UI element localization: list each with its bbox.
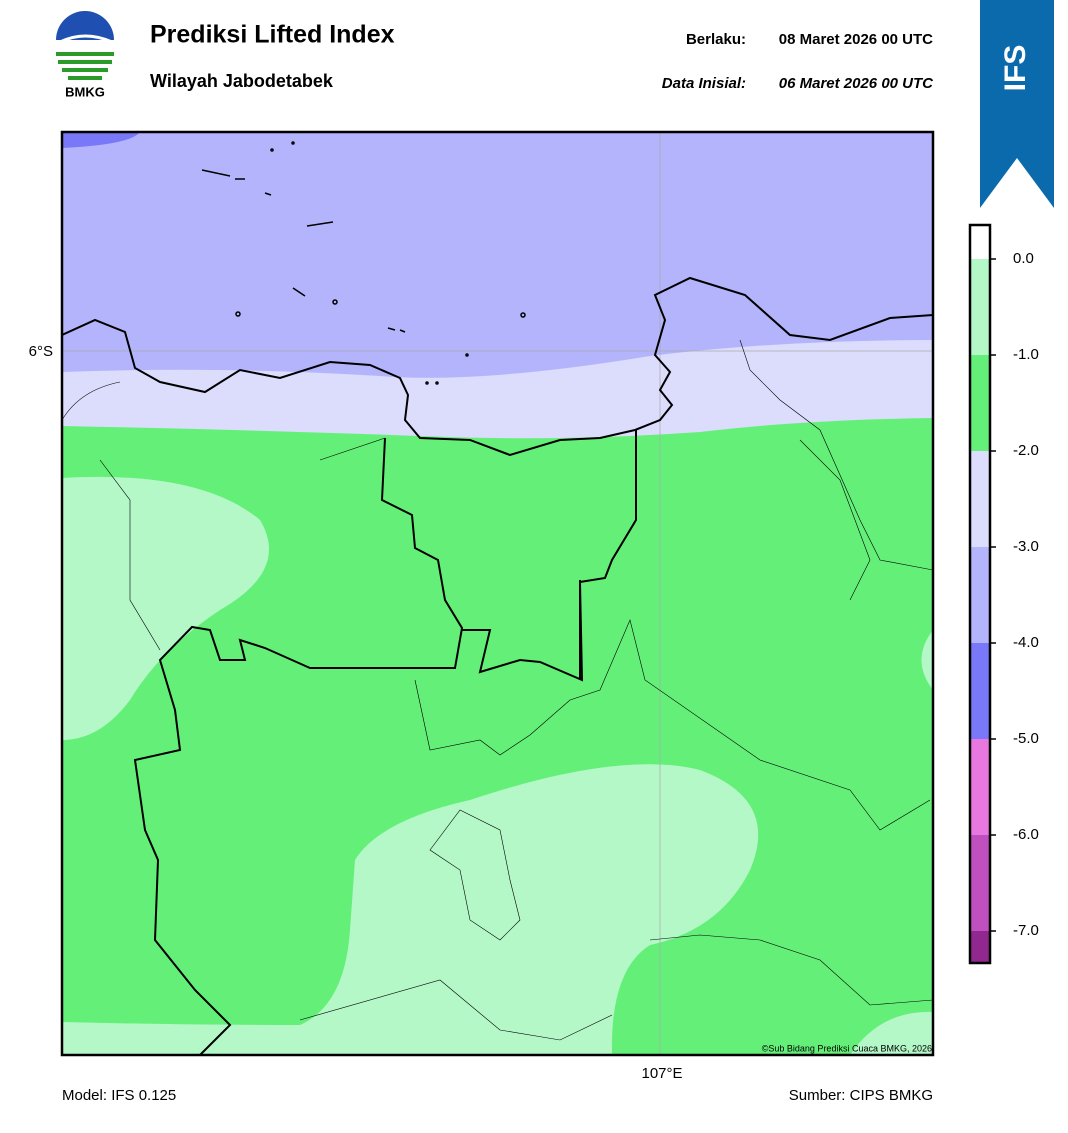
- model: Model: IFS 0.125: [62, 1087, 176, 1104]
- colorbar: 0.0 -1.0 -2.0 -3.0 -4.0 -5.0 -6.0 -7.0: [968, 223, 1039, 965]
- colorbar-segment: [970, 547, 990, 643]
- init-label: Data Inisial:: [662, 75, 746, 92]
- colorbar-segment: [970, 259, 990, 355]
- lon-label: 107°E: [641, 1065, 682, 1082]
- init-time: 06 Maret 2026 00 UTC: [779, 75, 934, 92]
- colorbar-segment: [970, 355, 990, 451]
- valid-time: 08 Maret 2026 00 UTC: [779, 31, 933, 48]
- colorbar-segment: [970, 643, 990, 739]
- subtitle: Wilayah Jabodetabek: [150, 71, 334, 91]
- lat-label: 6°S: [29, 343, 53, 360]
- source: Sumber: CIPS BMKG: [789, 1087, 933, 1104]
- map: ©Sub Bidang Prediksi Cuaca BMKG, 2026: [62, 132, 933, 1055]
- colorbar-tick-label: -3.0: [1013, 538, 1039, 555]
- colorbar-segment: [970, 451, 990, 547]
- valid-label: Berlaku:: [686, 31, 746, 48]
- colorbar-tick-label: -1.0: [1013, 346, 1039, 363]
- logo-text: BMKG: [65, 84, 105, 99]
- colorbar-segment: [970, 225, 990, 259]
- title: Prediksi Lifted Index: [150, 21, 395, 49]
- colorbar-segment: [970, 835, 990, 931]
- colorbar-tick-label: -5.0: [1013, 730, 1039, 747]
- colorbar-tick-label: -7.0: [1013, 922, 1039, 939]
- map-frame: [60, 130, 935, 1057]
- colorbar-tick-label: -4.0: [1013, 634, 1039, 651]
- colorbar-tick-label: -6.0: [1013, 826, 1039, 843]
- colorbar-segment: [970, 739, 990, 835]
- colorbar-tick-label: 0.0: [1013, 250, 1034, 267]
- colorbar-tick-label: -2.0: [1013, 442, 1039, 459]
- colorbar-segment: [970, 931, 990, 963]
- badge-text: IFS: [999, 45, 1032, 92]
- colorbar-frame: [968, 223, 992, 965]
- logo: BMKG: [56, 11, 114, 99]
- badge: [980, 0, 1054, 208]
- credit: ©Sub Bidang Prediksi Cuaca BMKG, 2026: [762, 1043, 932, 1053]
